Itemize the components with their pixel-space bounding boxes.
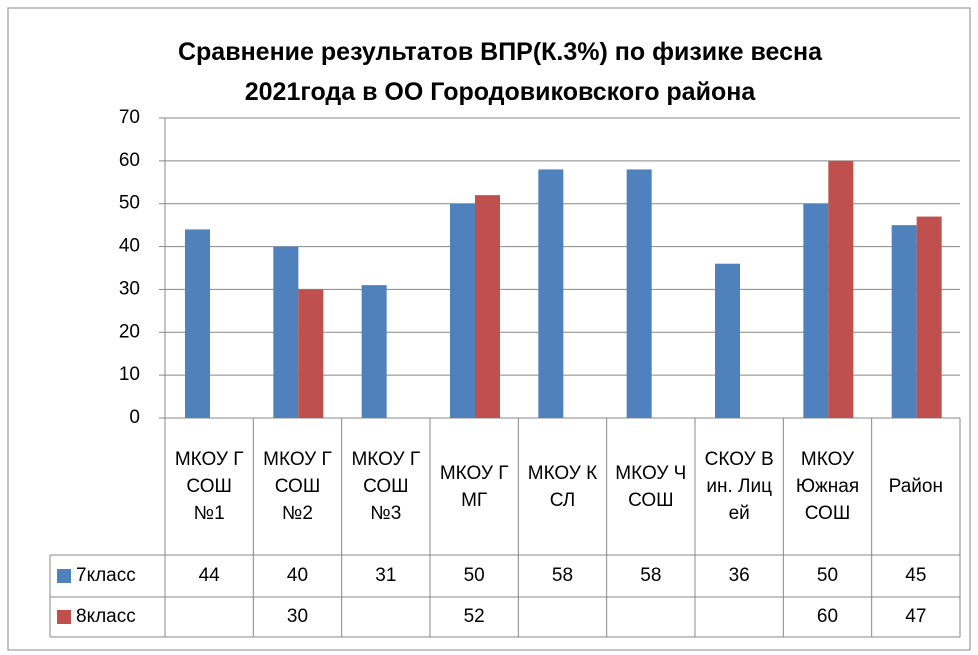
category-box: МКОУ ЧСОШ (609, 420, 693, 553)
x-tick-label: МКОУ ГМГ (439, 462, 509, 511)
category-box: МКОУ ГСОШ №2 (255, 420, 339, 553)
table-value: 60 (817, 606, 838, 627)
y-tick-label: 60 (119, 150, 140, 171)
x-tick-label: МКОУ Южная СОШ (795, 449, 860, 524)
category-box: МКОУ ГМГ (432, 420, 516, 553)
chart-title: Сравнение результатов ВПР(К.3%) по физик… (177, 38, 823, 106)
y-tick-label: 40 (119, 236, 140, 257)
title-box: Сравнение результатов ВПР(К.3%) по физик… (177, 38, 823, 106)
category-cell: МКОУ Южная СОШ (785, 420, 869, 553)
table-value: 40 (287, 565, 308, 586)
y-tick-label: 30 (119, 278, 140, 299)
category-cell: МКОУ ГСОШ №2 (255, 420, 339, 553)
category-cell: МКОУ ГСОШ №3 (344, 420, 428, 553)
x-tick-label: МКОУ ГСОШ №1 (174, 449, 244, 524)
legend-label: 7класс (76, 565, 136, 586)
category-box: МКОУ ГСОШ №3 (344, 420, 428, 553)
bar (538, 169, 564, 418)
table-value: 52 (464, 606, 485, 627)
x-tick-label: МКОУ ГСОШ №3 (351, 449, 421, 524)
table-value: 50 (464, 565, 485, 586)
category-cell: СКОУ Вин. Лицей (697, 420, 781, 553)
table-value: 47 (905, 606, 926, 627)
bar (803, 203, 829, 418)
x-tick-label: МКОУ ГСОШ №2 (263, 449, 332, 524)
bar (828, 160, 854, 418)
bar (298, 289, 324, 418)
category-cell: МКОУ КСЛ (520, 420, 604, 553)
table-value: 31 (375, 565, 396, 586)
category-box: МКОУ Южная СОШ (785, 420, 869, 553)
bar (715, 263, 740, 418)
y-tick-label: 20 (119, 321, 140, 342)
table-value: 45 (905, 565, 926, 586)
y-tick-label: 0 (129, 407, 140, 428)
table-value: 58 (552, 565, 573, 586)
table-value: 30 (287, 606, 308, 627)
table-value: 58 (640, 565, 661, 586)
table-value: 44 (199, 565, 221, 586)
y-tick-label: 70 (119, 107, 140, 128)
x-tick-label: Район (888, 476, 943, 497)
x-tick-label: МКОУ КСЛ (527, 462, 598, 511)
legend-key (57, 569, 71, 583)
category-box: МКОУ КСЛ (520, 420, 604, 553)
bar (626, 169, 652, 418)
bar (185, 229, 210, 418)
bar (273, 246, 299, 418)
bar (475, 195, 500, 418)
x-tick-label: МКОУ ЧСОШ (615, 462, 687, 511)
category-box: СКОУ Вин. Лицей (697, 420, 781, 553)
bar (450, 203, 475, 418)
legend-label: 8класс (76, 606, 136, 627)
category-cell: Район (874, 420, 958, 553)
category-box: Район (874, 420, 958, 553)
x-tick-label: СКОУ Вин. Лицей (704, 449, 774, 524)
y-tick-label: 50 (119, 193, 140, 214)
bar (891, 225, 917, 418)
y-tick-label: 10 (119, 364, 140, 385)
table-value: 50 (817, 565, 838, 586)
table-value: 36 (729, 565, 750, 586)
bar (361, 285, 387, 418)
category-box: МКОУ ГСОШ №1 (167, 420, 251, 553)
category-cell: МКОУ ГМГ (432, 420, 516, 553)
bar (916, 216, 942, 418)
category-cell: МКОУ ЧСОШ (609, 420, 693, 553)
legend-key (57, 610, 71, 624)
category-cell: МКОУ ГСОШ №1 (167, 420, 251, 553)
